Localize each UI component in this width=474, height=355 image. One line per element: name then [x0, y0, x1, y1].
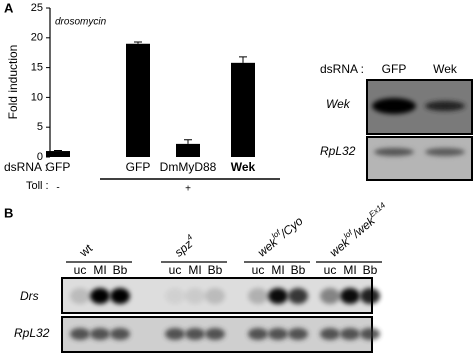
- band: [425, 101, 465, 111]
- y-tick-label: 0: [37, 151, 43, 163]
- band: [205, 288, 225, 304]
- band: [288, 288, 308, 304]
- y-tick-label: 5: [37, 121, 43, 133]
- error-bar: [239, 56, 247, 63]
- band: [268, 288, 288, 304]
- band: [320, 328, 340, 340]
- lane-label: Bb: [291, 263, 306, 277]
- band: [185, 288, 205, 304]
- chart-title: drosomycin: [55, 17, 107, 28]
- y-axis-label: Fold induction: [6, 45, 20, 120]
- row-label: Wek: [326, 97, 351, 111]
- band: [165, 328, 185, 340]
- blot-header: dsRNA :: [320, 62, 364, 76]
- band: [248, 288, 268, 304]
- group-label-sup: Ex14: [367, 200, 387, 219]
- band: [110, 288, 130, 304]
- lane-label: Wek: [433, 62, 458, 76]
- x-tick-label: DmMyD88: [160, 160, 217, 174]
- band: [374, 148, 414, 156]
- y-tick-label: 25: [31, 2, 43, 14]
- lane-label: MI: [343, 263, 356, 277]
- band: [110, 328, 130, 340]
- row-label: RpL32: [320, 144, 356, 158]
- bar: [126, 43, 150, 158]
- bar: [176, 143, 200, 157]
- bar: [46, 151, 70, 157]
- lane-label: MI: [271, 263, 284, 277]
- group-label: wt: [76, 241, 95, 261]
- lane-label: Bb: [208, 263, 223, 277]
- group-label: weklof/wekEx14: [326, 200, 392, 259]
- band: [90, 328, 110, 340]
- row-label: Toll :: [26, 180, 49, 192]
- error-bar: [134, 41, 142, 44]
- lane-label: uc: [324, 263, 337, 277]
- y-tick-label: 10: [31, 91, 43, 103]
- band: [372, 98, 416, 114]
- band: [288, 328, 308, 340]
- panel-label: A: [4, 0, 14, 15]
- lane-label: Bb: [113, 263, 128, 277]
- band: [90, 288, 110, 304]
- lane-label: uc: [169, 263, 182, 277]
- toll-value: +: [185, 184, 191, 195]
- group-label-sup: 4: [185, 232, 195, 242]
- band: [268, 328, 288, 340]
- error-bar: [184, 139, 192, 144]
- lane-label: uc: [74, 263, 87, 277]
- x-tick-label: Wek: [231, 160, 256, 174]
- group-label: weklof/Cyo: [254, 212, 306, 260]
- band: [205, 328, 225, 340]
- group-label: spz4: [171, 232, 199, 260]
- x-tick-label: GFP: [46, 160, 71, 174]
- band: [340, 288, 360, 304]
- band: [70, 328, 90, 340]
- y-tick-label: 20: [31, 32, 43, 44]
- band: [425, 148, 465, 156]
- band: [185, 328, 205, 340]
- group-label-part: wt: [76, 241, 95, 261]
- panel-label: B: [4, 205, 13, 220]
- lane-label: uc: [252, 263, 265, 277]
- error-bar: [54, 149, 62, 152]
- row-label: RpL32: [14, 326, 50, 340]
- band: [360, 288, 380, 304]
- bar: [231, 62, 255, 157]
- y-tick-label: 15: [31, 62, 43, 74]
- lane-label: GFP: [382, 62, 407, 76]
- group-label-part: /Cyo: [277, 214, 306, 241]
- band: [70, 288, 90, 304]
- lane-label: MI: [188, 263, 201, 277]
- x-tick-label: GFP: [126, 160, 151, 174]
- band: [248, 328, 268, 340]
- band: [360, 328, 380, 340]
- lane-label: MI: [93, 263, 106, 277]
- toll-value: -: [56, 183, 59, 194]
- row-label: dsRNA :: [4, 160, 48, 174]
- band: [320, 288, 340, 304]
- row-label: Drs: [20, 289, 39, 303]
- band: [165, 288, 185, 304]
- band: [340, 328, 360, 340]
- lane-label: Bb: [363, 263, 378, 277]
- gel: [366, 136, 473, 181]
